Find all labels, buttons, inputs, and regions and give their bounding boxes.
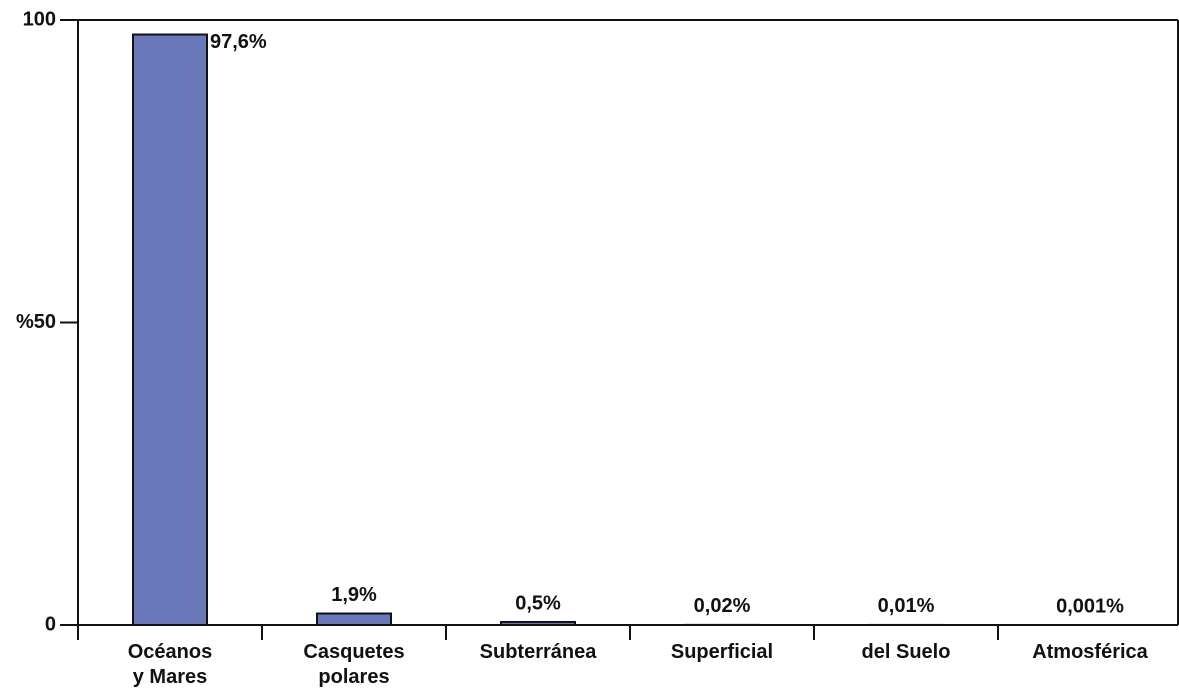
- value-label: 0,001%: [1056, 595, 1124, 617]
- value-label: 0,01%: [878, 595, 935, 617]
- bar: [132, 33, 208, 626]
- x-tick-label: del Suelo: [862, 641, 951, 663]
- x-tick-label: Subterránea: [480, 641, 598, 663]
- bar: [316, 612, 392, 627]
- x-tick-label: Atmosférica: [1032, 641, 1148, 663]
- x-tick-label: Superficial: [671, 641, 773, 663]
- value-label: 1,9%: [331, 584, 377, 606]
- x-tick-label: Casquetes polares: [303, 641, 404, 688]
- x-tick-label: Océanos y Mares: [128, 641, 212, 688]
- value-label: 0,5%: [515, 592, 561, 614]
- y-tick-label: %50: [16, 311, 56, 333]
- bar: [500, 620, 576, 626]
- value-label: 97,6%: [210, 31, 267, 53]
- y-tick-label: 0: [45, 613, 56, 635]
- value-label: 0,02%: [694, 595, 751, 617]
- y-tick-label: 100: [23, 8, 56, 30]
